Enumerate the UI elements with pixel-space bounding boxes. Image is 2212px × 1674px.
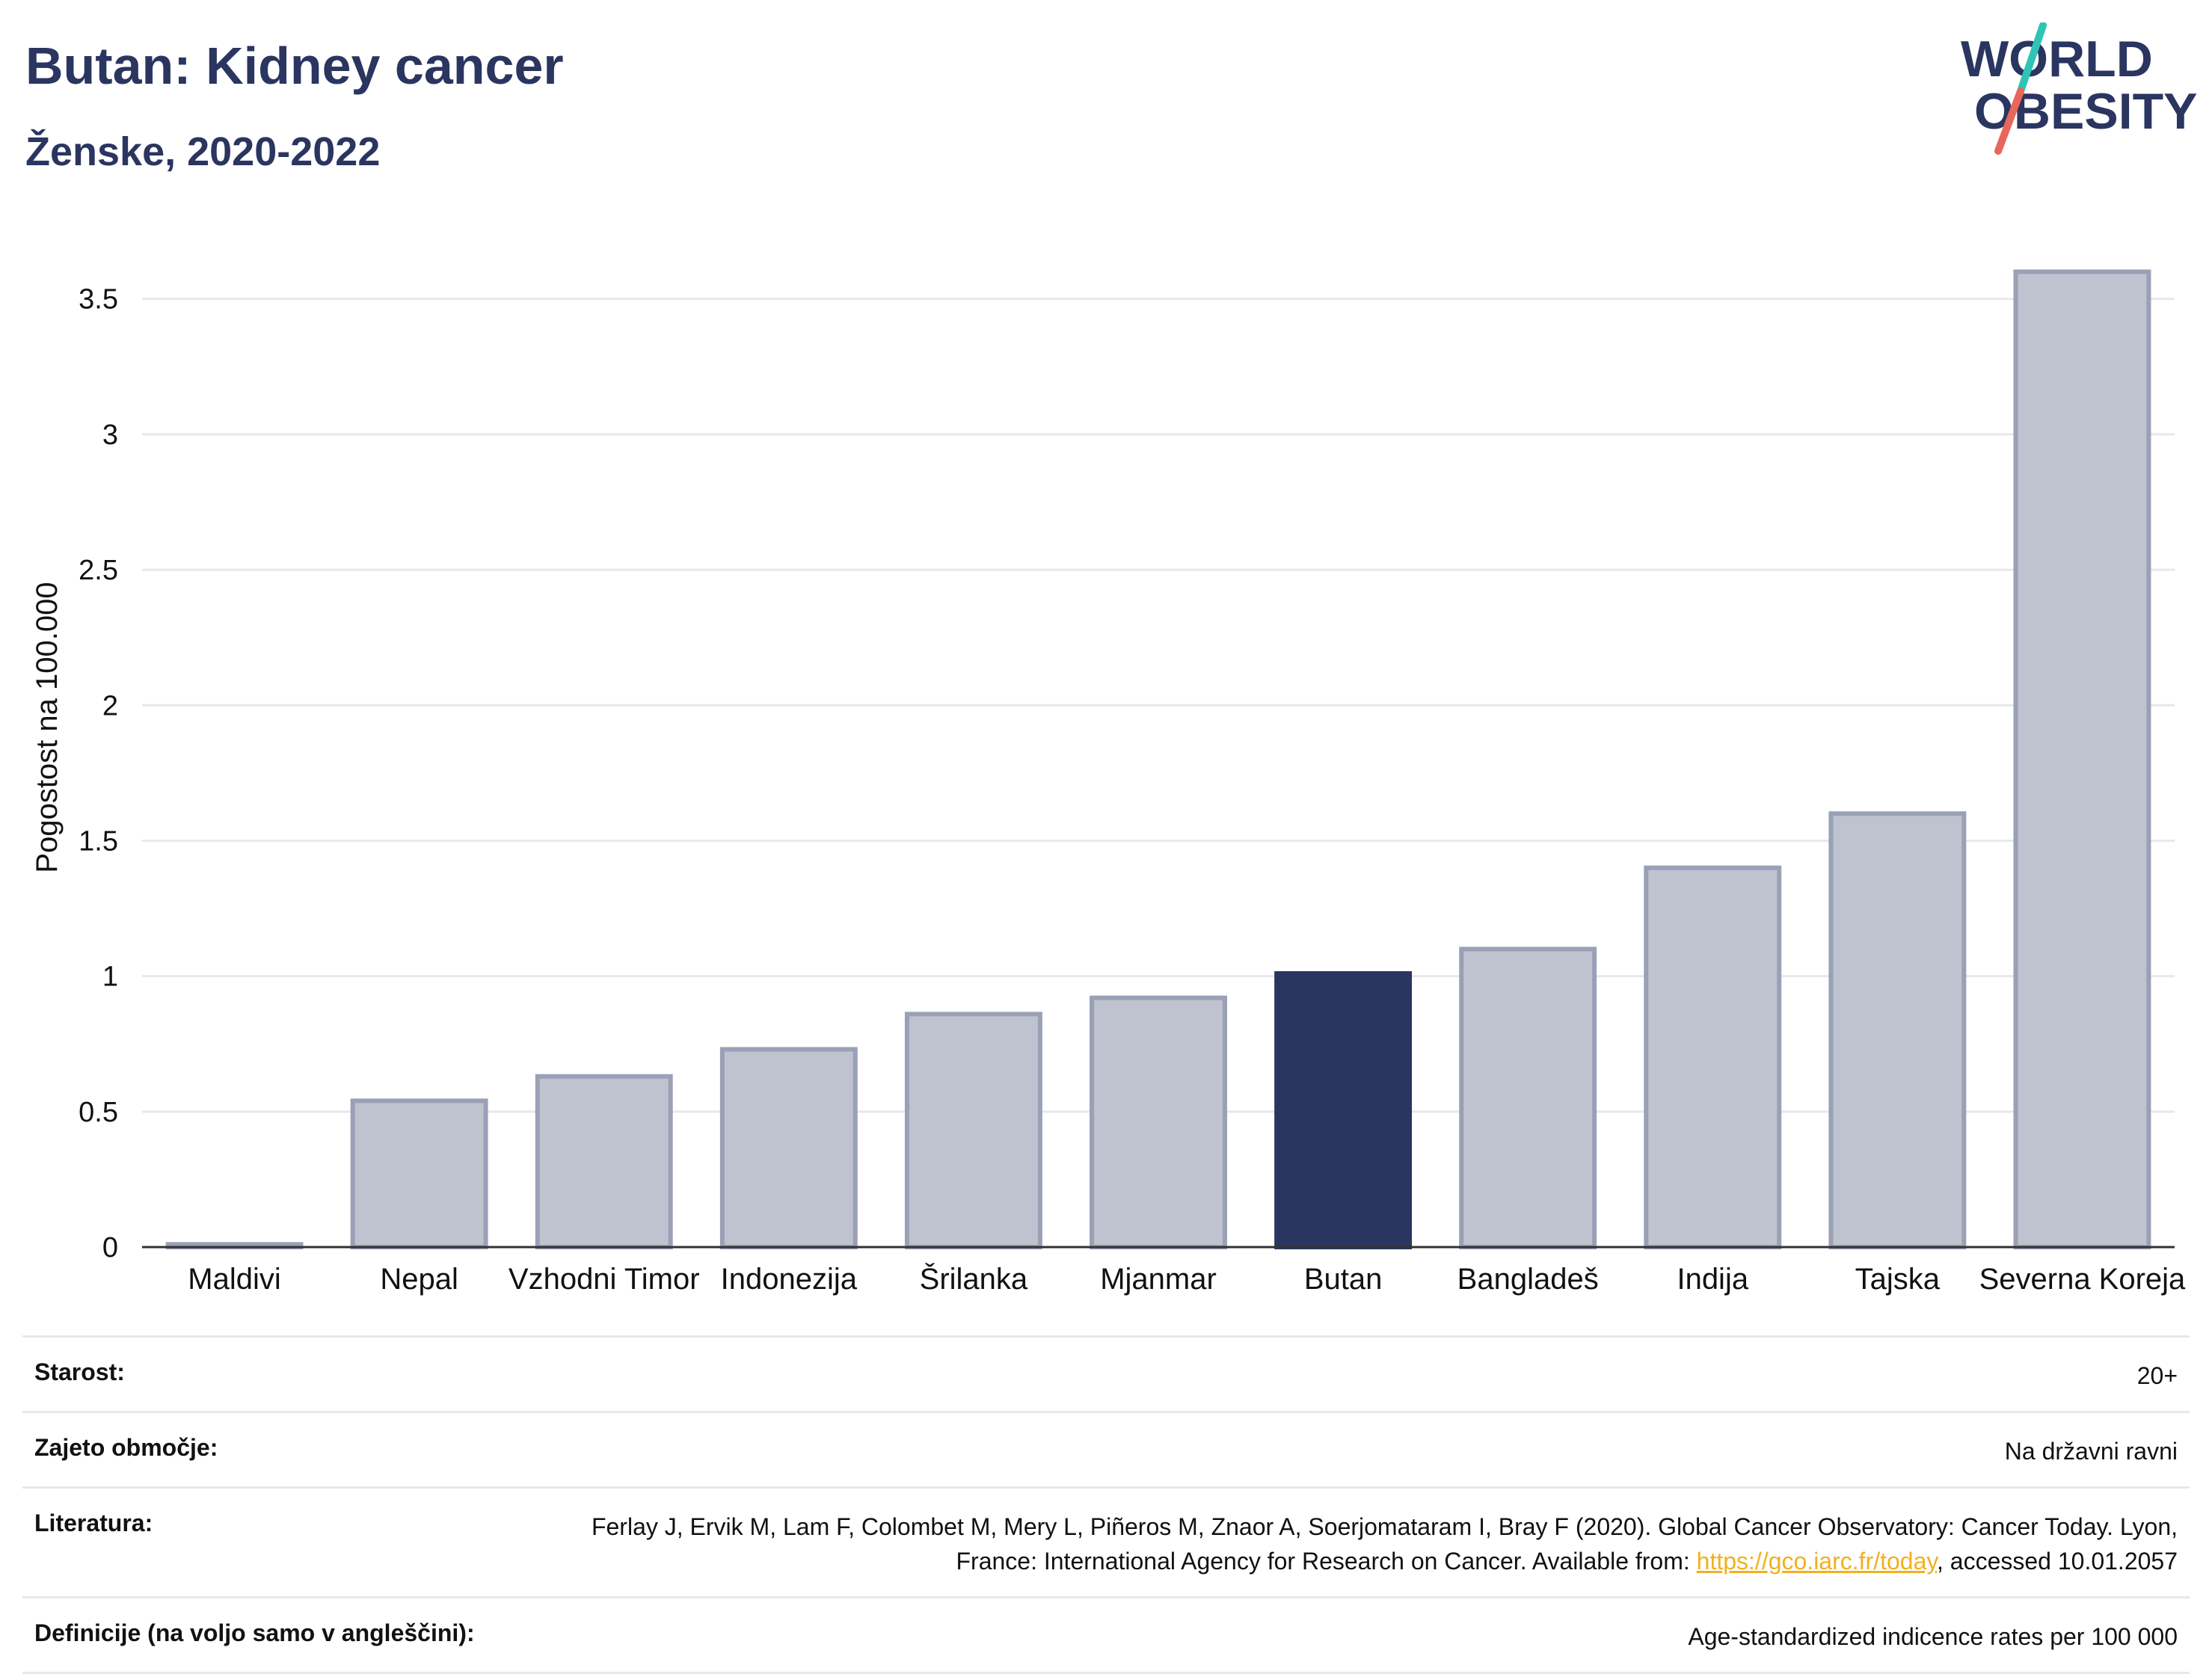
x-tick-label: Maldivi: [188, 1263, 280, 1296]
y-tick-label: 2.5: [79, 555, 118, 586]
y-axis-ticks: 0 0.5 1 1.5 2 2.5 3 3.5: [79, 284, 118, 1264]
bar-mjanmar: [1090, 995, 1227, 1249]
bar-indija: [1644, 865, 1782, 1249]
info-row-definitions: Definicije (na voljo samo v angleščini):…: [22, 1596, 2190, 1674]
x-tick-label: Nepal: [380, 1263, 458, 1296]
info-row-age: Starost: 20+: [22, 1335, 2190, 1411]
info-row-coverage: Zajeto območje: Na državni ravni: [22, 1411, 2190, 1486]
y-tick-label: 3: [102, 419, 118, 451]
x-tick-label: Indija: [1677, 1263, 1748, 1296]
chart-subtitle: Ženske, 2020-2022: [25, 129, 381, 174]
x-tick-label: Butan: [1304, 1263, 1383, 1296]
info-value: 20+: [2136, 1362, 2178, 1389]
x-tick-label: Bangladeš: [1457, 1263, 1599, 1296]
bar-vzhodni-timor: [535, 1074, 673, 1250]
info-value: Ferlay J, Ervik M, Lam F, Colombet M, Me…: [570, 1510, 2178, 1578]
source-link[interactable]: https://gco.iarc.fr/today: [1696, 1548, 1937, 1575]
y-tick-label: 0.5: [79, 1097, 118, 1128]
x-tick-label: Vzhodni Timor: [509, 1263, 700, 1296]
x-axis-ticks: Maldivi Nepal Vzhodni Timor Indonezija Šrila…: [188, 1262, 2186, 1296]
chart-title: Butan: Kidney cancer: [25, 37, 564, 95]
bar-chart: 0 0.5 1 1.5 2 2.5 3 3.5 Maldivi Nepal Vzhodni Tim…: [31, 269, 2186, 1296]
bars: [165, 269, 2151, 1250]
bar-nepal: [350, 1098, 488, 1250]
x-tick-label: Mjanmar: [1100, 1263, 1217, 1296]
x-tick-label: Severna Koreja: [1979, 1263, 2186, 1296]
y-axis-label: Pogostost na 100.000: [31, 582, 64, 873]
bar-tajska: [1828, 811, 1967, 1249]
literature-text: Ferlay J, Ervik M, Lam F, Colombet M, Me…: [591, 1513, 2178, 1575]
logo-slash-bottom: [1994, 87, 2024, 155]
info-table: Starost: 20+ Zajeto območje: Na državni …: [22, 1335, 2190, 1674]
info-label: Starost:: [34, 1358, 125, 1385]
info-label: Zajeto območje:: [34, 1434, 218, 1461]
info-row-literature: Literatura: Ferlay J, Ervik M, Lam F, Co…: [22, 1486, 2190, 1596]
bar-severna-koreja: [2013, 269, 2151, 1249]
info-label: Literatura:: [34, 1510, 153, 1536]
info-value: Na državni ravni: [2004, 1438, 2178, 1465]
info-value: Age-standardized indicence rates per 100…: [1688, 1623, 2178, 1650]
bar-bangladeš: [1459, 947, 1597, 1249]
bar-šrilanka: [904, 1012, 1042, 1249]
y-tick-label: 0: [102, 1232, 118, 1264]
logo-slash-top: [2017, 22, 2047, 95]
y-tick-label: 2: [102, 690, 118, 721]
x-tick-label: Tajska: [1855, 1263, 1941, 1296]
y-tick-label: 3.5: [79, 284, 118, 316]
y-tick-label: 1.5: [79, 825, 118, 857]
bar-butan: [1274, 971, 1413, 1249]
info-label: Definicije (na voljo samo v angleščini):: [34, 1619, 475, 1646]
x-tick-label: Šrilanka: [920, 1262, 1028, 1296]
literature-accessed: , accessed 10.01.2057: [1936, 1548, 2178, 1575]
x-tick-label: Indonezija: [721, 1263, 858, 1296]
logo-word-world: WORLD: [1961, 31, 2153, 87]
y-tick-label: 1: [102, 961, 118, 993]
world-obesity-logo: WORLD OBESITY: [1961, 22, 2198, 155]
bar-indonezija: [719, 1047, 858, 1250]
